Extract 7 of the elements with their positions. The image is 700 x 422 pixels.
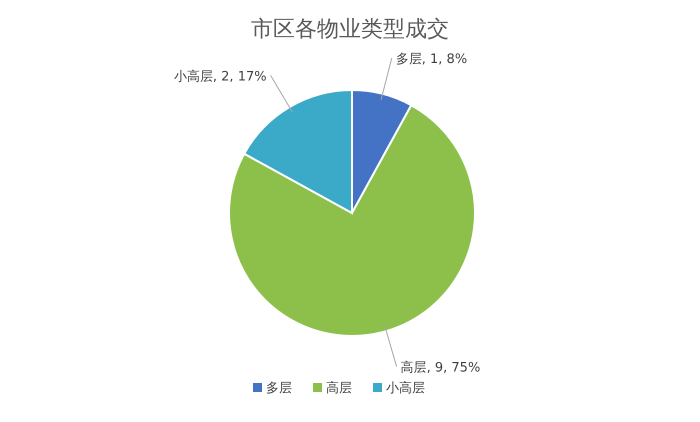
legend-label: 多层 [266,381,292,396]
data-label: 小高层, 2, 17% [174,68,267,84]
legend-label: 高层 [326,380,352,396]
chart-title: 市区各物业类型成交 [251,17,449,42]
data-label: 高层, 9, 75% [400,360,480,376]
legend-label: 小高层 [386,380,425,396]
data-label: 多层, 1, 8% [396,52,468,68]
